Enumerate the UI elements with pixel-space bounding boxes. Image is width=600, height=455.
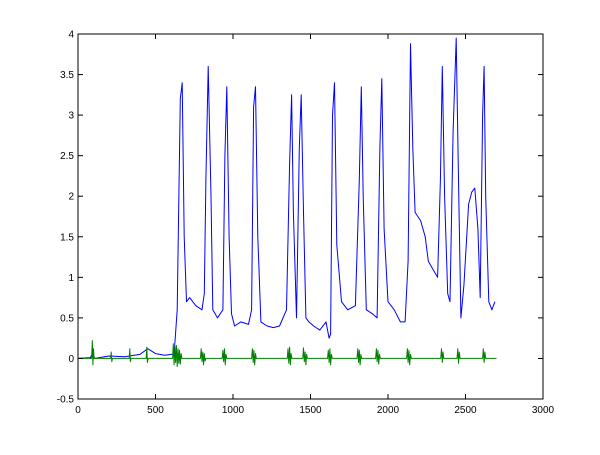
x-tick-label: 0: [75, 405, 81, 416]
y-tick-label: 3: [68, 111, 74, 122]
y-tick-label: 2.5: [60, 151, 74, 162]
y-tick-label: 0.5: [60, 313, 74, 324]
x-tick-label: 2000: [377, 405, 400, 416]
y-tick-label: 4: [68, 30, 74, 41]
y-tick-label: 3.5: [60, 70, 74, 81]
x-tick-label: 1500: [299, 405, 322, 416]
x-tick-label: 3000: [532, 405, 555, 416]
x-tick-label: 2500: [454, 405, 477, 416]
series-line-1: [78, 340, 497, 368]
plot-area: [77, 33, 544, 400]
tick-layer: 0 500 1000 1500 2000 2500 3000-0.500.511.522.5…: [57, 30, 555, 417]
series-line-0: [77, 37, 496, 359]
y-tick-label: 0: [68, 354, 74, 365]
y-tick-label: 1: [68, 273, 74, 284]
y-tick-label: 1.5: [60, 232, 74, 243]
x-tick-label: 500: [147, 405, 164, 416]
y-tick-label: 2: [68, 192, 74, 203]
y-tick-label: -0.5: [57, 395, 75, 406]
series-layer: [77, 37, 497, 368]
x-tick-label: 1000: [222, 405, 245, 416]
